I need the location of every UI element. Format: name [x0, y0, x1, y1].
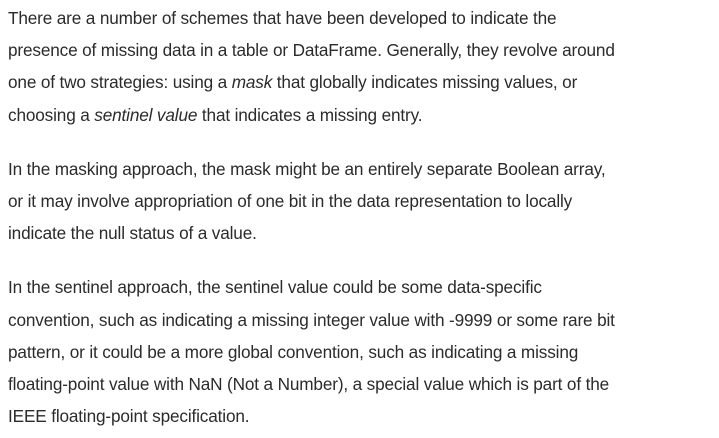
- text-line: pattern, or it could be a more global co…: [8, 341, 579, 362]
- text-line: that indicates a missing entry.: [197, 104, 423, 125]
- text-line: In the masking approach, the mask might …: [8, 158, 606, 179]
- paragraph-masking-approach: In the masking approach, the mask might …: [8, 153, 714, 250]
- text-line: floating-point value with NaN (Not a Num…: [8, 374, 610, 395]
- paragraph-sentinel-approach: In the sentinel approach, the sentinel v…: [8, 271, 714, 432]
- text-line: In the sentinel approach, the sentinel v…: [8, 277, 542, 298]
- text-line: convention, such as indicating a missing…: [8, 309, 615, 330]
- text-line: that globally indicates missing values, …: [272, 72, 578, 93]
- document-body: There are a number of schemes that have …: [8, 2, 714, 432]
- text-line: There are a number of schemes that have …: [8, 8, 557, 28]
- text-line: one of two strategies: using a: [8, 72, 232, 93]
- text-line: indicate the null status of a value.: [8, 223, 257, 244]
- text-line: presence of missing data in a table or D…: [8, 40, 615, 61]
- text-line: choosing a: [8, 104, 95, 125]
- mask-emphasis: mask: [231, 72, 273, 93]
- paragraph-missing-data-schemes: There are a number of schemes that have …: [8, 2, 714, 131]
- sentinel-value-emphasis: sentinel value: [94, 104, 198, 125]
- text-line: IEEE floating-point specification.: [8, 406, 250, 427]
- text-line: or it may involve appropriation of one b…: [8, 191, 573, 212]
